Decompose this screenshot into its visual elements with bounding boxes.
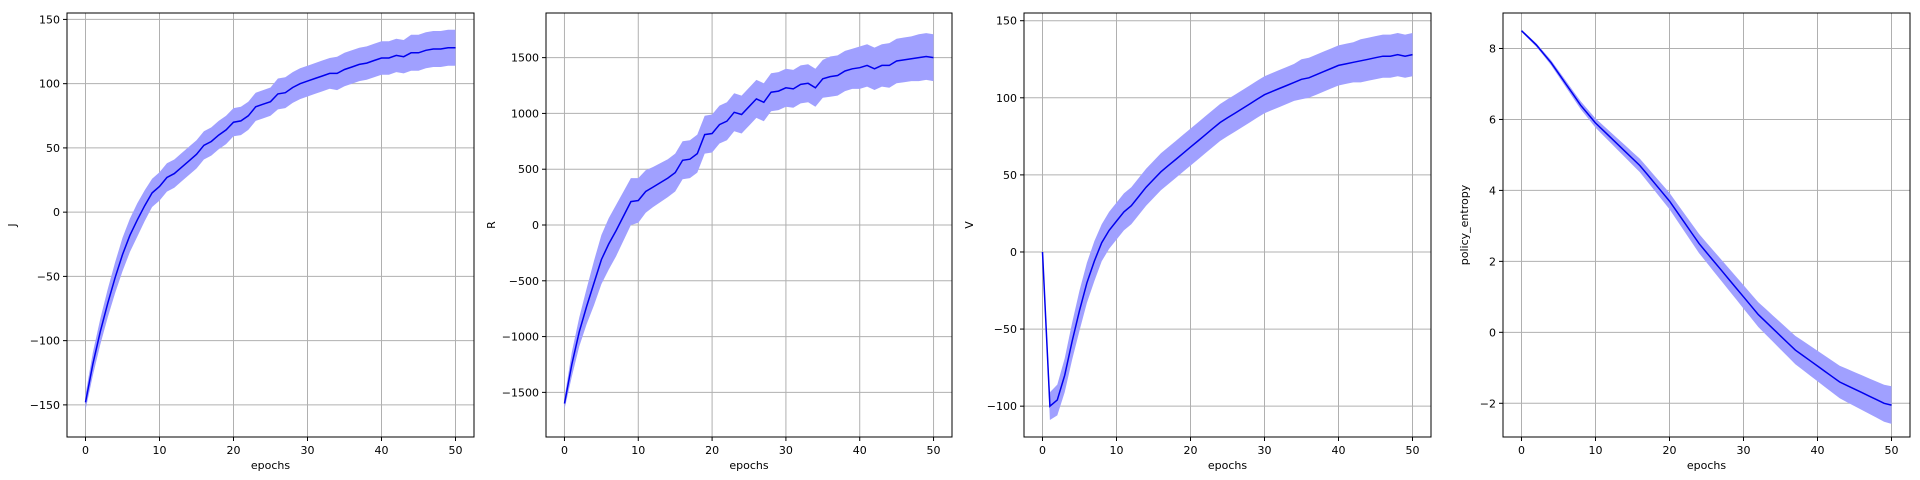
- x-tick-label: 30: [1737, 444, 1751, 457]
- axes-frame: [66, 12, 475, 438]
- y-tick-label: 0: [1010, 246, 1017, 259]
- y-tick-label: 100: [39, 78, 60, 91]
- x-tick-label: 50: [1406, 444, 1420, 457]
- x-tick-label: 50: [1885, 444, 1899, 457]
- y-tick-label: 100: [996, 92, 1017, 105]
- x-tick-label: 40: [1811, 444, 1825, 457]
- chart-panel-4: 0 10 20 30 40 50 −2 0 2 4 6 8 epochs policy_entropy: [1458, 12, 1911, 472]
- y-tick-label: −150: [30, 399, 60, 412]
- std-band: [1042, 33, 1413, 420]
- x-axis-label: epochs: [1687, 459, 1726, 472]
- x-tick-label: 10: [631, 444, 645, 457]
- y-tick-label: −1000: [502, 331, 539, 344]
- y-tick-label: 150: [39, 13, 60, 26]
- x-tick-label: 10: [1110, 444, 1124, 457]
- y-axis-label: policy_entropy: [1458, 184, 1471, 265]
- x-tick-label: 0: [561, 444, 568, 457]
- y-axis-label: J: [6, 223, 19, 227]
- x-tick-label: 0: [82, 444, 89, 457]
- x-tick-label: 0: [1518, 444, 1525, 457]
- y-axis-label: V: [963, 221, 976, 229]
- y-tick-label: 2: [1489, 255, 1496, 268]
- x-tick-label: 30: [1258, 444, 1272, 457]
- y-tick-label: −50: [37, 270, 60, 283]
- x-tick-label: 20: [705, 444, 719, 457]
- y-tick-label: 500: [518, 163, 539, 176]
- y-tick-label: −1500: [502, 386, 539, 399]
- y-tick-label: 150: [996, 15, 1017, 28]
- std-band: [1521, 29, 1892, 424]
- y-tick-label: 1000: [511, 107, 539, 120]
- y-tick-label: 4: [1489, 184, 1496, 197]
- x-tick-label: 0: [1039, 444, 1046, 457]
- x-tick-label: 50: [927, 444, 941, 457]
- x-tick-label: 20: [1184, 444, 1198, 457]
- y-tick-label: 0: [532, 219, 539, 232]
- mean-line: [84, 46, 456, 403]
- x-axis-label: epochs: [1208, 459, 1247, 472]
- x-tick-label: 50: [449, 444, 463, 457]
- x-tick-label: 40: [1332, 444, 1346, 457]
- y-tick-label: 0: [1489, 326, 1496, 339]
- std-band: [564, 33, 934, 410]
- y-tick-label: 1500: [511, 52, 539, 65]
- x-tick-label: 10: [1589, 444, 1603, 457]
- std-band: [85, 29, 456, 410]
- y-axis-label: R: [485, 221, 498, 229]
- mean-line: [1520, 30, 1892, 406]
- x-axis-label: epochs: [251, 459, 290, 472]
- y-tick-label: 50: [1003, 169, 1017, 182]
- y-tick-label: 6: [1489, 113, 1496, 126]
- y-tick-label: −50: [994, 323, 1017, 336]
- x-tick-label: 30: [779, 444, 793, 457]
- chart-panel-1: 0 10 20 30 40 50 −150 −100 −50 0 50 100 150 epochs J: [6, 12, 475, 472]
- x-axis-label: epochs: [729, 459, 768, 472]
- y-tick-label: −500: [509, 275, 539, 288]
- y-tick-label: 0: [53, 206, 60, 219]
- chart-panel-2: 0 10 20 30 40 50 −1500 −1000 −500 0 500 1000 1500 epo…: [485, 12, 953, 472]
- x-tick-label: 10: [153, 444, 167, 457]
- y-tick-label: −100: [987, 400, 1017, 413]
- y-tick-label: −2: [1480, 397, 1496, 410]
- mean-line: [563, 55, 934, 404]
- mean-line: [1041, 53, 1413, 408]
- x-tick-label: 20: [1663, 444, 1677, 457]
- x-tick-label: 30: [301, 444, 315, 457]
- y-tick-label: −100: [30, 335, 60, 348]
- x-tick-label: 40: [375, 444, 389, 457]
- y-tick-label: 8: [1489, 42, 1496, 55]
- y-tick-label: 50: [46, 142, 60, 155]
- axes-frame: [1023, 12, 1432, 438]
- x-tick-label: 40: [853, 444, 867, 457]
- x-tick-label: 20: [227, 444, 241, 457]
- axes-frame: [1502, 12, 1911, 438]
- chart-panel-3: 0 10 20 30 40 50 −100 −50 0 50 100 150 epochs V: [963, 12, 1432, 472]
